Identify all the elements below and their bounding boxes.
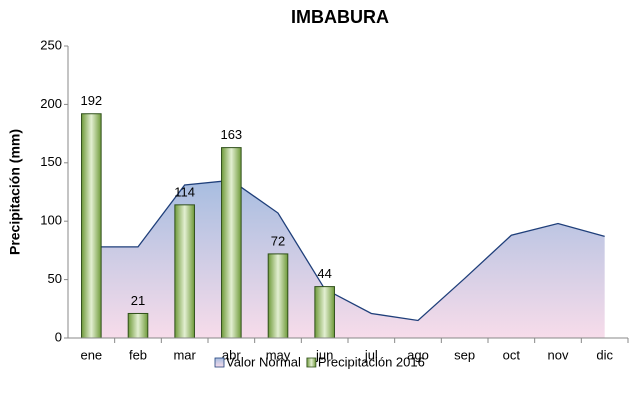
x-tick-label: mar (173, 347, 196, 362)
y-tick-label: 50 (48, 271, 62, 286)
x-tick-label: sep (454, 347, 475, 362)
y-tick-label: 250 (40, 37, 62, 52)
x-tick-label: jun (315, 347, 333, 362)
x-tick-label: jul (364, 347, 378, 362)
data-label: 44 (317, 266, 331, 281)
data-label: 163 (220, 127, 242, 142)
bar (267, 253, 289, 339)
legend-label: Valor Normal (226, 354, 301, 369)
x-tick-label: oct (503, 347, 521, 362)
bar (81, 113, 102, 339)
x-tick-label: dic (596, 347, 613, 362)
legend-swatch (306, 357, 317, 368)
area-line (91, 179, 605, 322)
area-fill (91, 180, 605, 338)
chart-title: IMBABURA (291, 7, 389, 27)
x-tick-label: may (266, 347, 291, 362)
x-tick-label: abr (222, 347, 241, 362)
data-label: 114 (174, 184, 195, 199)
bar (127, 312, 149, 339)
data-label: 21 (131, 293, 145, 308)
y-tick-label: 150 (40, 154, 62, 169)
x-tick-label: nov (548, 347, 569, 362)
y-tick-label: 100 (40, 213, 62, 228)
legend-swatch (214, 357, 225, 368)
data-label: 192 (80, 93, 102, 108)
y-axis-label: Precipitación (mm) (7, 129, 23, 255)
x-tick-label: ago (407, 347, 429, 362)
y-tick-label: 0 (55, 329, 62, 344)
bar (221, 147, 242, 339)
bar (314, 286, 335, 339)
y-tick-label: 200 (40, 96, 62, 111)
bar (174, 204, 195, 339)
x-tick-label: feb (129, 347, 147, 362)
x-tick-label: ene (80, 347, 102, 362)
data-label: 72 (271, 233, 285, 248)
legend-label: Precipitación 2016 (318, 354, 425, 369)
